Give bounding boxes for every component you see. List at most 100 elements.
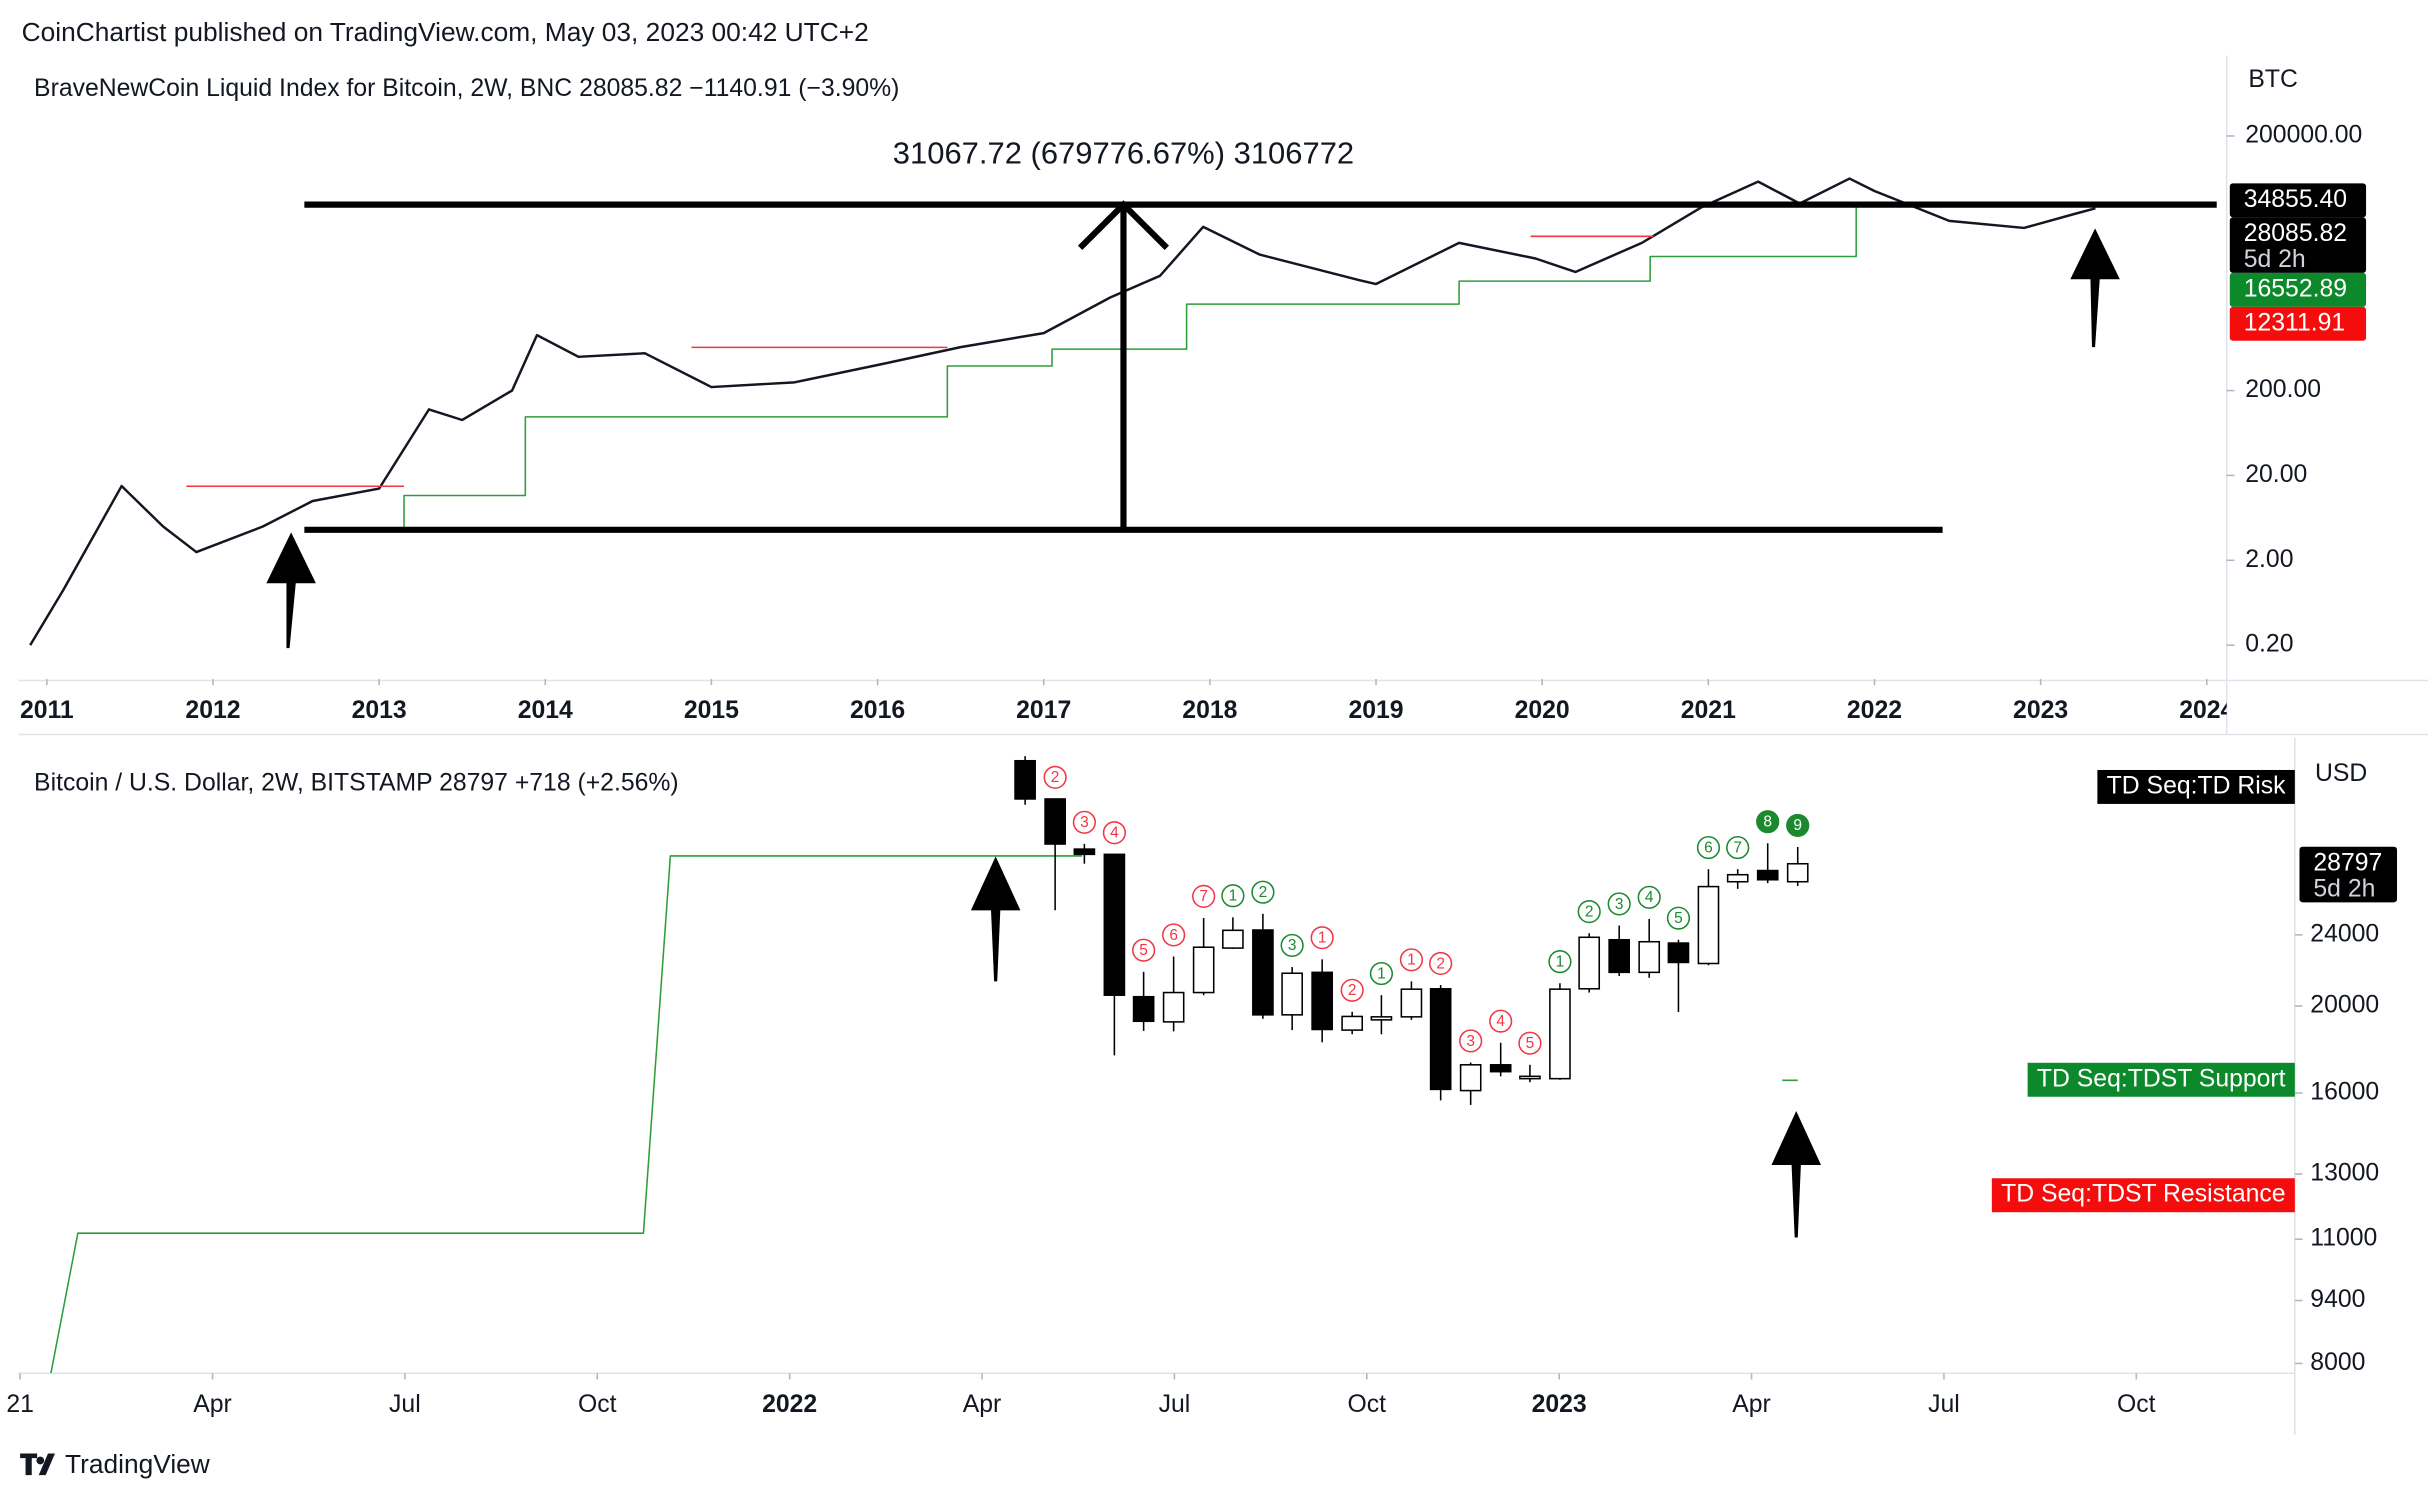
indicator-label-box [2097, 769, 2295, 804]
series-line [29, 177, 2096, 646]
td-count: 2 [1585, 903, 1594, 920]
candle-body [1192, 946, 1215, 994]
td-count: 6 [1169, 927, 1178, 944]
td-count: 1 [1556, 953, 1565, 970]
td-count: 2 [1436, 955, 1445, 972]
td-count: 2 [1051, 769, 1060, 786]
td-count: 7 [1733, 839, 1742, 856]
plot-area [29, 177, 2217, 646]
x-tick-label: 2013 [352, 697, 407, 724]
y-tick-label: 200000.00 [2245, 122, 2362, 149]
x-tick-label: 2024 [2179, 697, 2234, 724]
td-count: 4 [1645, 889, 1654, 906]
td-count-badge [1102, 821, 1126, 845]
td-count-badge [1518, 1031, 1542, 1055]
td-count: 2 [1259, 884, 1268, 901]
x-tick-label: 2017 [1016, 697, 1071, 724]
td-count: 1 [1318, 930, 1327, 947]
price-label: 34855.40 [2244, 186, 2347, 213]
x-tick-label: 2012 [185, 697, 240, 724]
x-tick-label: Oct [2117, 1391, 2156, 1418]
td-count-badge [1072, 810, 1096, 834]
td-count: 9 [1793, 817, 1802, 834]
up-arrow [1771, 1110, 1821, 1238]
x-tick-label: Jul [1928, 1391, 1960, 1418]
td-count: 3 [1615, 896, 1624, 913]
price-label-countdown: 5d 2h [2244, 246, 2306, 273]
candle-body [1549, 988, 1571, 1080]
td-count-badge [1786, 813, 1810, 837]
candle-body [1459, 1064, 1482, 1092]
up-arrow [970, 856, 1021, 982]
candle-body [1519, 1075, 1541, 1080]
x-tick-label: 2020 [1515, 697, 1570, 724]
candle-body [1400, 988, 1423, 1018]
td-count: 5 [1139, 942, 1148, 959]
y-tick-label: 11000 [2310, 1225, 2377, 1252]
chart-legend: BraveNewCoin Liquid Index for Bitcoin, 2… [34, 75, 899, 102]
arrows [266, 228, 2120, 1238]
x-axis: 21 Apr Jul Oct 2022 Apr Jul Oct 2023 Apr Jul Oct [6, 1373, 2156, 1418]
x-tick-label: 2022 [1847, 697, 1902, 724]
td-count-badge [1251, 880, 1275, 904]
indicator-label: TD Seq:TD Risk [2107, 773, 2287, 800]
price-label-box [2299, 846, 2398, 903]
candle-body [1162, 991, 1185, 1023]
td-count-badge [1192, 884, 1216, 908]
y-tick-label: 2.00 [2245, 546, 2293, 573]
candle-body [1786, 862, 1809, 883]
candle-body [1578, 936, 1601, 990]
td-count: 3 [1288, 937, 1297, 954]
x-tick-label: Oct [1348, 1391, 1387, 1418]
candle-body [1370, 1016, 1393, 1021]
td-count-badge [1369, 962, 1394, 986]
x-tick-label: Jul [1159, 1391, 1191, 1418]
candle-body [1073, 848, 1096, 856]
candle-body [1222, 929, 1244, 949]
axis-unit: BTC [2248, 66, 2298, 93]
td-count-badge [1429, 951, 1453, 976]
x-tick-label: 21 [6, 1391, 34, 1418]
x-tick-label: 2022 [762, 1391, 817, 1418]
td-count: 4 [1496, 1013, 1505, 1030]
y-tick-label: 20.00 [2245, 461, 2307, 488]
indicator-label-box [1991, 1178, 2295, 1213]
td-count-badge [1221, 884, 1245, 908]
td-count: 5 [1526, 1035, 1535, 1052]
series-line [186, 235, 1654, 488]
td-count-badge [1310, 926, 1334, 950]
y-tick-label: 200.00 [2245, 376, 2321, 403]
x-tick-label: 2023 [2013, 697, 2068, 724]
td-count: 3 [1080, 814, 1089, 831]
candle-body [1014, 759, 1036, 800]
x-tick-label: Apr [963, 1391, 1002, 1418]
up-arrow [266, 532, 316, 649]
candle-body [1132, 995, 1155, 1023]
footer-brand: TradingView [65, 1449, 211, 1479]
x-tick-label: Apr [193, 1391, 232, 1418]
td-count-badge [1607, 892, 1631, 916]
td-count: 2 [1348, 982, 1357, 999]
price-label: 28797 [2313, 849, 2382, 876]
candle-body [1252, 929, 1274, 1016]
td-count-badge [1637, 885, 1661, 909]
chart-legend: Bitcoin / U.S. Dollar, 2W, BITSTAMP 2879… [34, 769, 679, 796]
price-label: 16552.89 [2244, 275, 2347, 302]
td-count: 1 [1377, 965, 1386, 982]
candle-body [1044, 798, 1066, 845]
td-count-badge [1489, 1009, 1513, 1033]
candle-body [1341, 1015, 1364, 1031]
y-tick-label: 16000 [2310, 1079, 2379, 1106]
x-tick-label: 2015 [684, 697, 739, 724]
x-tick-label: 2023 [1532, 1391, 1587, 1418]
x-tick-label: 2011 [20, 697, 74, 724]
axis-unit: USD [2315, 760, 2367, 787]
td-count: 1 [1229, 888, 1238, 905]
x-tick-label: 2014 [518, 697, 573, 724]
candle-body [1103, 853, 1126, 996]
series-line [306, 201, 2098, 531]
candle-body [1726, 873, 1749, 883]
x-tick-label: 2016 [850, 697, 905, 724]
td-count: 3 [1466, 1033, 1475, 1050]
